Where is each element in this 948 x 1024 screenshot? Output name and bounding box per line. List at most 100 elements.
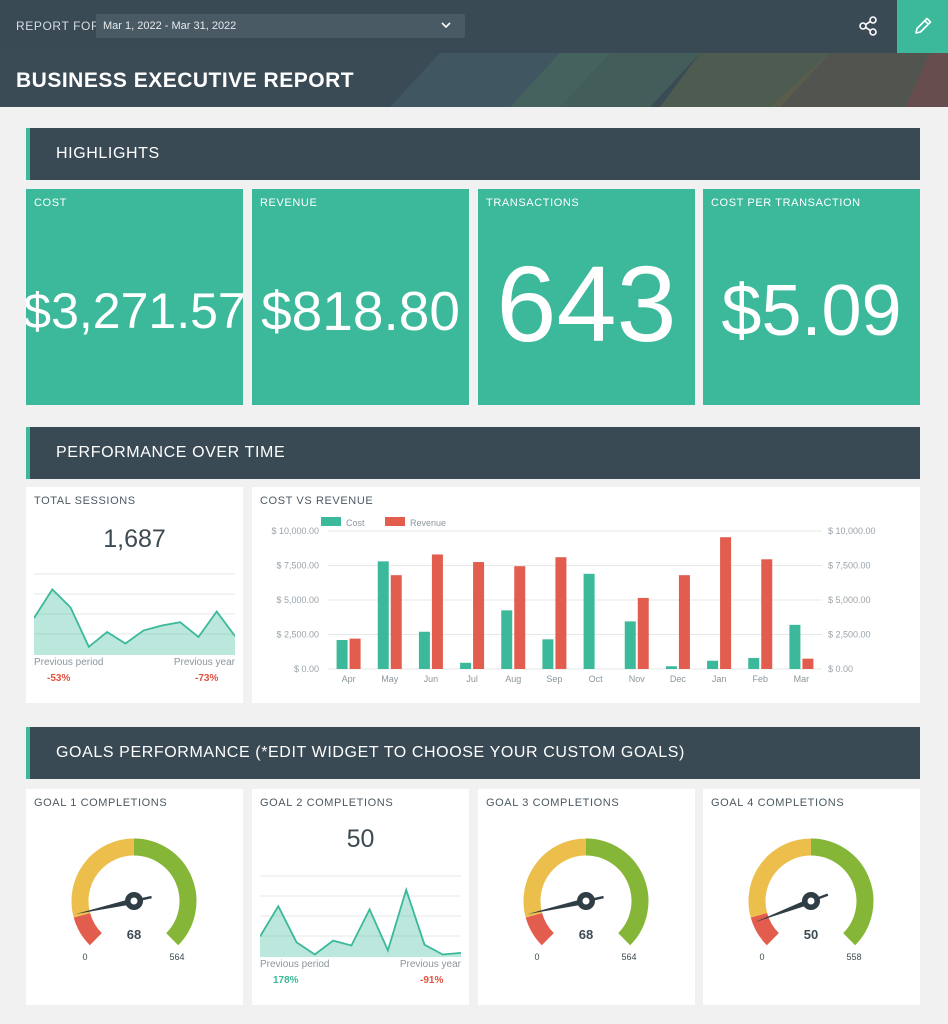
bar-cost	[336, 640, 348, 669]
gauge-value: 50	[804, 927, 818, 942]
gauge-band	[810, 838, 874, 946]
legend-label: Cost	[346, 518, 365, 528]
bar-cost	[624, 621, 636, 669]
gauge-needle	[527, 898, 587, 915]
gauge-min: 0	[534, 952, 539, 962]
page-title: BUSINESS EXECUTIVE REPORT	[16, 69, 355, 92]
goal-gauge: 68 0 564	[523, 838, 649, 962]
gauge-needle	[754, 898, 813, 923]
sparkline-area	[34, 589, 235, 655]
section-title: HIGHLIGHTS	[56, 145, 160, 162]
total-sessions-card: TOTAL SESSIONS 1,687 Previous period Pre…	[26, 487, 243, 703]
x-tick: Apr	[342, 674, 356, 684]
card-label: GOAL 3 COMPLETIONS	[486, 797, 620, 809]
prev-year-change: -91%	[420, 975, 444, 986]
report-banner: BUSINESS EXECUTIVE REPORT	[0, 53, 948, 107]
gauge-band	[525, 912, 555, 946]
top-bar: REPORT FOR Mar 1, 2022 - Mar 31, 2022	[0, 0, 948, 53]
x-tick: Feb	[752, 674, 768, 684]
x-tick: May	[381, 674, 399, 684]
section-title: GOALS PERFORMANCE (*EDIT WIDGET TO CHOOS…	[56, 744, 685, 761]
cost-vs-revenue-chart: $ 0.00 $ 0.00 $ 2,500.00 $ 2,500.00 $ 5,000.…	[271, 517, 876, 684]
bar-revenue	[555, 557, 567, 669]
bar-revenue	[802, 658, 814, 669]
x-tick: Sep	[546, 674, 562, 684]
gauge-band	[133, 838, 197, 946]
section-title: PERFORMANCE OVER TIME	[56, 444, 286, 461]
gauge-max: 564	[621, 952, 636, 962]
kpi-value: $5.09	[721, 271, 902, 351]
sessions-sparkline	[34, 573, 235, 655]
y-tick-left: $ 2,500.00	[276, 630, 319, 640]
gauge-hub-center	[130, 897, 138, 905]
x-tick: Oct	[589, 674, 604, 684]
card-label: TOTAL SESSIONS	[34, 495, 136, 507]
date-range-select[interactable]: Mar 1, 2022 - Mar 31, 2022	[96, 14, 465, 38]
prev-period-change: -53%	[47, 673, 71, 684]
goal-gauge: 50 0 558	[748, 838, 874, 962]
prev-year-label: Previous year	[399, 959, 461, 970]
kpi-cost-per-transaction: COST PER TRANSACTION $5.09	[703, 189, 920, 405]
bar-revenue	[678, 575, 690, 669]
bar-cost	[707, 660, 719, 669]
bar-revenue	[637, 597, 649, 669]
gauge-max: 564	[169, 952, 184, 962]
bar-cost	[377, 561, 389, 669]
goal-3-card: GOAL 3 COMPLETIONS 68 0 564	[478, 789, 695, 1005]
section-goals-header: GOALS PERFORMANCE (*EDIT WIDGET TO CHOOS…	[26, 727, 920, 779]
y-tick-right: $ 0.00	[828, 664, 853, 674]
kpi-transactions: TRANSACTIONS 643	[478, 189, 695, 405]
banner-decoration	[390, 53, 948, 107]
y-tick-left: $ 7,500.00	[276, 561, 319, 571]
gauge-min: 0	[759, 952, 764, 962]
prev-period-change: 178%	[273, 975, 299, 986]
prev-year-change: -73%	[195, 673, 219, 684]
sessions-value: 1,687	[103, 525, 166, 553]
bar-cost	[501, 610, 513, 669]
card-label: GOAL 4 COMPLETIONS	[711, 797, 845, 809]
legend-swatch	[385, 517, 405, 526]
gauge-hub-center	[582, 897, 590, 905]
bar-revenue	[473, 562, 485, 669]
x-tick: Jun	[424, 674, 439, 684]
legend-label: Revenue	[410, 518, 446, 528]
bar-revenue	[514, 566, 526, 669]
gauge-value: 68	[579, 927, 593, 942]
gauge-value: 68	[127, 927, 141, 942]
gauge-band	[73, 912, 103, 946]
gauge-band	[750, 912, 780, 946]
x-tick: Nov	[629, 674, 646, 684]
goal-sparkline	[260, 875, 461, 957]
y-tick-left: $ 5,000.00	[276, 595, 319, 605]
gauge-max: 558	[846, 952, 861, 962]
kpi-revenue: REVENUE $818.80	[252, 189, 469, 405]
kpi-label: COST PER TRANSACTION	[711, 197, 861, 209]
prev-year-label: Previous year	[173, 657, 235, 668]
kpi-label: COST	[34, 197, 67, 209]
kpi-value: 643	[496, 242, 677, 364]
card-label: COST VS REVENUE	[260, 495, 374, 507]
bar-revenue	[390, 575, 402, 669]
bar-cost	[789, 624, 801, 669]
cost-vs-revenue-card: COST VS REVENUE $ 0.00 $ 0.00 $ 2,500.00 $ …	[252, 487, 920, 703]
kpi-value: $818.80	[261, 280, 460, 342]
bar-cost	[418, 631, 430, 669]
goal-1-card: GOAL 1 COMPLETIONS 68 0 564	[26, 789, 243, 1005]
y-tick-right: $ 2,500.00	[828, 630, 871, 640]
gauge-band	[71, 838, 135, 918]
x-tick: Mar	[794, 674, 810, 684]
edit-button[interactable]	[897, 0, 948, 53]
y-tick-right: $ 7,500.00	[828, 561, 871, 571]
sparkline-line	[34, 587, 235, 649]
y-tick-left: $ 0.00	[294, 664, 319, 674]
goal-gauge: 68 0 564	[71, 838, 197, 962]
y-tick-right: $ 10,000.00	[828, 526, 876, 536]
bar-cost	[460, 662, 472, 669]
kpi-value: $3,271.57	[26, 283, 243, 339]
gauge-band	[748, 838, 812, 918]
chevron-down-icon	[441, 22, 451, 29]
goal-2-card: GOAL 2 COMPLETIONS 50 Previous period Pr…	[252, 789, 469, 1005]
share-icon[interactable]	[857, 15, 879, 37]
kpi-label: TRANSACTIONS	[486, 197, 580, 209]
goal-4-card: GOAL 4 COMPLETIONS 50 0 558	[703, 789, 920, 1005]
